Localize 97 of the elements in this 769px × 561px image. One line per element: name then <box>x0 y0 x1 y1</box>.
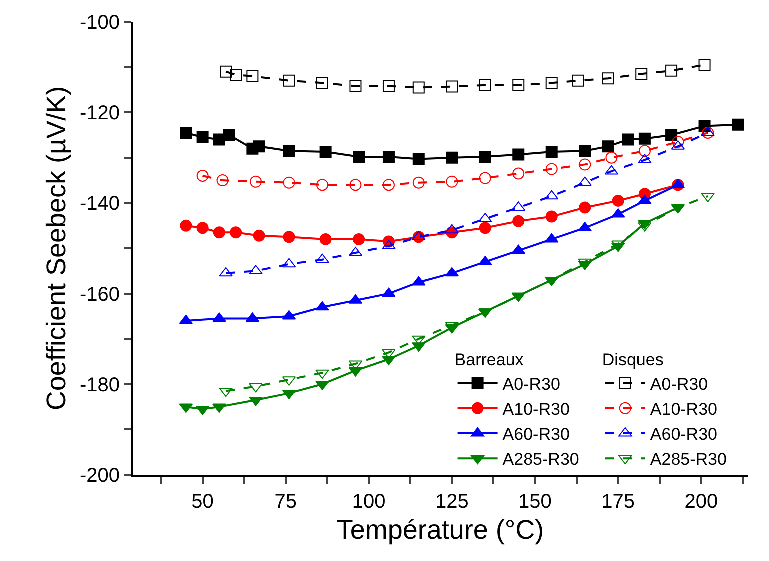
point <box>546 163 558 176</box>
x-tick-label: 100 <box>352 491 386 513</box>
point <box>353 150 366 163</box>
point <box>412 153 425 166</box>
legend-label: A0-R30 <box>650 374 708 394</box>
point <box>546 146 558 158</box>
point <box>579 158 592 171</box>
y-tick-label: -120 <box>80 102 120 125</box>
point <box>316 179 328 192</box>
point <box>196 170 209 182</box>
point <box>732 118 744 131</box>
y-tick-label: -100 <box>80 12 120 34</box>
x-axis-title: Température (°C) <box>336 514 544 545</box>
point <box>223 129 236 142</box>
legend-label: A60-R30 <box>650 425 718 444</box>
x-tick-label: 150 <box>518 491 552 513</box>
point <box>253 140 266 153</box>
point <box>546 210 558 223</box>
point <box>666 129 678 142</box>
legend-label: A285-R30 <box>502 450 580 470</box>
y-axis-title: Coefficient Seebeck (µV/K) <box>42 86 72 411</box>
point <box>698 59 711 72</box>
point <box>638 132 651 145</box>
point <box>512 168 525 180</box>
point <box>546 77 558 90</box>
point <box>230 69 242 81</box>
point <box>479 150 492 163</box>
point <box>219 388 233 398</box>
y-tick-label: -160 <box>80 284 120 306</box>
point <box>216 174 229 187</box>
point <box>283 231 296 244</box>
point <box>316 370 330 380</box>
x-tick-label: 175 <box>602 491 636 513</box>
point <box>283 74 296 87</box>
point <box>446 152 458 164</box>
point <box>350 80 362 92</box>
point <box>579 145 592 158</box>
point <box>320 146 332 158</box>
point <box>572 74 584 87</box>
point <box>446 80 458 93</box>
x-tick-label: 50 <box>192 491 214 513</box>
point <box>638 145 651 158</box>
point <box>636 68 648 80</box>
y-tick-label: -200 <box>80 465 120 487</box>
point <box>412 176 425 189</box>
point <box>479 172 492 184</box>
point <box>213 134 226 146</box>
x-tick-label: 125 <box>435 491 469 513</box>
x-tick-label: 200 <box>684 491 718 513</box>
point <box>479 79 492 92</box>
point <box>382 80 395 92</box>
point <box>253 230 266 242</box>
point <box>512 148 525 161</box>
point <box>479 222 492 234</box>
point <box>220 66 232 78</box>
point <box>212 404 226 414</box>
y-tick-label: -180 <box>80 374 120 396</box>
legend-label: A60-R30 <box>502 425 570 444</box>
point <box>230 226 242 239</box>
point <box>350 179 362 192</box>
point <box>606 152 618 164</box>
point <box>353 233 366 246</box>
point <box>512 215 525 228</box>
point <box>250 176 262 188</box>
point <box>702 126 714 139</box>
point <box>180 220 192 232</box>
point <box>196 222 209 234</box>
point <box>446 176 458 188</box>
point <box>316 77 328 90</box>
point <box>283 176 296 189</box>
point <box>412 82 425 94</box>
point <box>249 383 263 393</box>
point <box>602 140 614 153</box>
point <box>382 179 395 192</box>
point <box>666 64 678 77</box>
legend-label: A0-R30 <box>502 374 560 394</box>
point <box>612 194 624 207</box>
point <box>246 70 259 82</box>
point <box>672 136 684 148</box>
text: Barreaux <box>454 350 524 370</box>
point <box>382 150 395 163</box>
legend-label: A10-R30 <box>650 400 718 420</box>
point <box>512 79 525 92</box>
point <box>579 202 592 214</box>
point <box>602 72 614 85</box>
legend-label: A10-R30 <box>502 400 570 420</box>
point <box>196 132 209 144</box>
y-tick-label: -140 <box>80 193 120 216</box>
point <box>622 134 634 146</box>
x-tick-label: 75 <box>274 491 298 513</box>
legend-label: A285-R30 <box>650 450 727 470</box>
point <box>701 126 715 136</box>
text: Disques <box>602 350 664 370</box>
point <box>283 145 296 158</box>
point <box>320 233 332 246</box>
point <box>180 126 192 139</box>
point <box>213 226 226 239</box>
